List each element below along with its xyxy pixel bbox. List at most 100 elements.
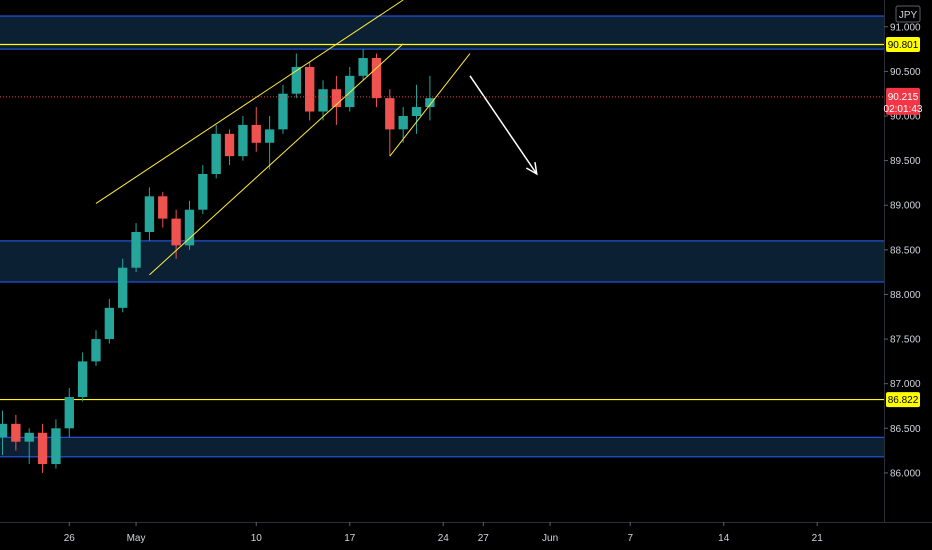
candle[interactable]: [144, 187, 155, 241]
candle[interactable]: [385, 89, 395, 157]
countdown-label: 02:01:43: [884, 104, 923, 115]
x-tick-label: 14: [718, 533, 730, 544]
y-tick-label: 89.000: [890, 201, 921, 212]
candle[interactable]: [305, 62, 315, 121]
candle-body: [224, 133, 235, 157]
candle[interactable]: [198, 165, 208, 215]
candle-body: [131, 232, 141, 268]
currency-label-box[interactable]: [895, 5, 921, 23]
candle-body: [144, 196, 155, 232]
candle[interactable]: [425, 75, 435, 121]
candle-body: [64, 397, 74, 429]
last-price-label: 90.215: [888, 92, 919, 103]
candle-body: [251, 124, 261, 143]
forecast-arrow-head[interactable]: [525, 162, 538, 176]
candle-body: [104, 307, 115, 340]
zone-1: [0, 240, 884, 282]
candles-layer[interactable]: [0, 49, 435, 473]
candle-body: [24, 432, 34, 442]
candle[interactable]: [398, 107, 408, 143]
candle-body: [198, 174, 208, 210]
channel-line-2[interactable]: [389, 53, 471, 157]
y-tick-label: 91.000: [890, 22, 921, 33]
candle-body: [37, 432, 48, 464]
candle-body: [291, 66, 302, 94]
candle-body: [318, 89, 328, 112]
level-tag-1: [886, 392, 920, 408]
level-tag-0: [886, 37, 920, 53]
y-tick-label: 87.000: [890, 379, 921, 390]
candle-body: [238, 124, 248, 157]
candle[interactable]: [91, 330, 101, 366]
y-tick-label: 87.500: [890, 335, 921, 346]
candle[interactable]: [371, 53, 382, 108]
candle[interactable]: [37, 423, 48, 473]
candle-body: [425, 98, 435, 108]
candle-body: [118, 267, 128, 308]
candle-body: [371, 58, 382, 99]
x-tick-label: Jun: [542, 533, 558, 544]
x-tick-label: 10: [251, 533, 263, 544]
x-tick-label: 27: [478, 533, 490, 544]
candle-body: [171, 218, 181, 246]
candle-body: [398, 116, 408, 130]
y-tick-label: 89.500: [890, 156, 921, 167]
last-price-tag: [886, 87, 920, 115]
candle[interactable]: [0, 410, 8, 456]
x-tick-label: 26: [64, 533, 76, 544]
zone-2: [0, 437, 884, 457]
y-tick-label: 90.000: [890, 112, 921, 123]
candle-body: [331, 89, 342, 108]
y-ticks-layer: 91.000 90.500 90.000 89.500 89.000 88.500 88.0…: [884, 22, 921, 479]
candle[interactable]: [278, 84, 288, 134]
candle[interactable]: [131, 223, 141, 273]
candle[interactable]: [184, 200, 195, 250]
candle[interactable]: [318, 80, 328, 121]
x-tick-label: 24: [438, 533, 450, 544]
x-tick-label: May: [127, 533, 146, 544]
candle[interactable]: [158, 191, 168, 228]
candle-body: [278, 93, 288, 130]
zones-layer: [0, 15, 884, 458]
candle[interactable]: [331, 75, 342, 125]
drawings-layer[interactable]: [95, 0, 538, 276]
y-tick-label: 86.500: [890, 424, 921, 435]
level-tag-label: 86.822: [888, 395, 919, 406]
candle[interactable]: [291, 53, 302, 99]
candle[interactable]: [238, 116, 248, 161]
candle-body: [91, 339, 101, 362]
candle[interactable]: [358, 49, 368, 81]
currency-label: JPY: [899, 10, 918, 21]
candle[interactable]: [264, 116, 275, 170]
level-tag-label: 90.801: [888, 40, 919, 51]
candle[interactable]: [411, 84, 422, 134]
candle-body: [411, 107, 422, 116]
candle[interactable]: [77, 352, 88, 402]
candle-body: [385, 98, 395, 130]
candle-body: [77, 361, 88, 398]
candle[interactable]: [51, 419, 61, 469]
candle[interactable]: [224, 129, 235, 166]
candle-body: [305, 66, 315, 112]
candle[interactable]: [118, 258, 128, 313]
candle[interactable]: [211, 124, 221, 179]
x-tick-label: 7: [627, 533, 633, 544]
candle-body: [358, 58, 368, 76]
channel-line-1[interactable]: [149, 43, 404, 276]
channel-line-0[interactable]: [95, 0, 404, 204]
candle[interactable]: [24, 428, 34, 464]
candle[interactable]: [64, 388, 74, 438]
candle-body: [345, 75, 355, 108]
candle[interactable]: [345, 66, 355, 112]
candle[interactable]: [11, 414, 21, 451]
x-ticks-layer[interactable]: 26 May 10 17 24 27 Jun 7 14 21: [64, 522, 824, 544]
forecast-arrow-line[interactable]: [469, 75, 538, 175]
candle-body: [184, 209, 195, 246]
candle[interactable]: [104, 298, 115, 344]
candle[interactable]: [251, 107, 261, 152]
x-tick-label: 21: [812, 533, 824, 544]
candle-body: [158, 196, 168, 219]
y-tick-label: 88.000: [890, 290, 921, 301]
